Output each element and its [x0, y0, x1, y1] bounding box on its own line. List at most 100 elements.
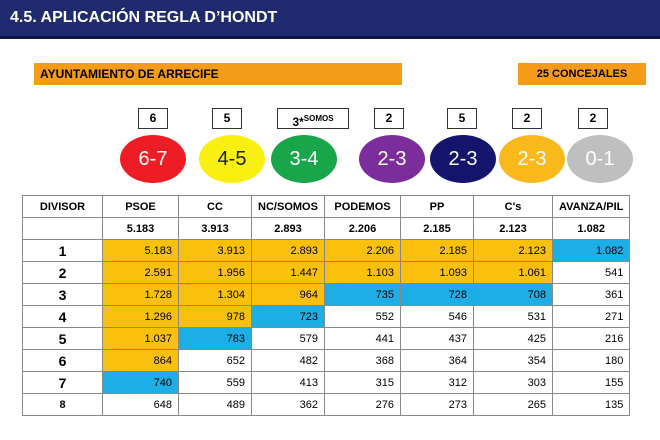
seats-avanza-value: 2	[589, 111, 597, 125]
range-circle-podemos: 2-3	[359, 135, 425, 183]
quotient-cell: 312	[400, 371, 474, 394]
total-cell: 2.185	[400, 217, 474, 240]
table-header-row: DIVISOR PSOE CC NC/SOMOS PODEMOS PP C's …	[22, 195, 631, 218]
seats-cc: 5	[212, 108, 242, 129]
quotient-cell: 1.103	[324, 261, 401, 284]
divisor-cell: 3	[22, 283, 103, 306]
quotient-cell: 2.185	[400, 239, 474, 262]
range-circle-psoe: 6-7	[120, 135, 186, 183]
table-row: 4 1.296 978 723 552 546 531 271	[22, 305, 631, 328]
seats-avanza: 2	[578, 108, 608, 129]
quotient-cell: 1.037	[102, 327, 179, 350]
quotient-cell: 531	[473, 305, 553, 328]
quotient-cell: 216	[551, 327, 631, 350]
divisor-cell: 6	[22, 349, 103, 372]
quotient-cell: 2.206	[324, 239, 401, 262]
header-pp: PP	[400, 195, 474, 218]
table-row: 5 1.037 783 579 441 437 425 216	[22, 327, 631, 350]
total-cell: 2.206	[324, 217, 401, 240]
quotient-cell: 735	[324, 283, 401, 306]
range-circle-pp: 2-3	[430, 135, 496, 183]
quotient-cell: 864	[102, 349, 179, 372]
total-cell: 2.893	[251, 217, 325, 240]
quotient-cell: 425	[473, 327, 553, 350]
quotient-cell: 1.061	[473, 261, 553, 284]
quotient-cell: 5.183	[102, 239, 179, 262]
totals-label-cell	[22, 217, 103, 240]
quotient-cell: 271	[551, 305, 631, 328]
quotient-cell: 723	[251, 305, 325, 328]
table-row: 2 2.591 1.956 1.447 1.103 1.093 1.061 54…	[22, 261, 631, 284]
quotient-cell: 740	[102, 371, 179, 394]
seats-nc-value: 3*	[292, 115, 304, 129]
municipality-banner: AYUNTAMIENTO DE ARRECIFE	[34, 63, 402, 85]
table-row: 7 740 559 413 315 312 303 155	[22, 371, 631, 394]
header-avanza: AVANZA/PIL	[551, 195, 631, 218]
quotient-cell: 708	[473, 283, 553, 306]
seats-cc-value: 5	[223, 111, 231, 125]
title-bar: 4.5. APLICACIÓN REGLA D’HONDT	[0, 0, 660, 39]
quotient-cell: 1.093	[400, 261, 474, 284]
quotient-cell: 579	[251, 327, 325, 350]
table-row: 8 648 489 362 276 273 265 135	[22, 393, 631, 416]
totals-row: 5.183 3.913 2.893 2.206 2.185 2.123 1.08…	[22, 217, 631, 240]
total-cell: 1.082	[551, 217, 631, 240]
seats-podemos-value: 2	[385, 111, 393, 125]
quotient-cell: 552	[324, 305, 401, 328]
quotient-cell: 489	[178, 393, 252, 416]
header-psoe: PSOE	[102, 195, 179, 218]
quotient-cell: 368	[324, 349, 401, 372]
divisor-cell: 1	[22, 239, 103, 262]
table-row: 6 864 652 482 368 364 354 180	[22, 349, 631, 372]
quotient-cell: 559	[178, 371, 252, 394]
quotient-cell: 276	[324, 393, 401, 416]
quotient-cell: 437	[400, 327, 474, 350]
quotient-cell: 413	[251, 371, 325, 394]
quotient-cell: 1.728	[102, 283, 179, 306]
quotient-cell: 361	[551, 283, 631, 306]
seats-cs-value: 2	[523, 111, 531, 125]
quotient-cell: 441	[324, 327, 401, 350]
total-cell: 2.123	[473, 217, 553, 240]
total-cell: 5.183	[102, 217, 179, 240]
seats-pp-value: 5	[458, 111, 466, 125]
range-circle-avanza: 0-1	[567, 135, 633, 183]
councillors-badge: 25 CONCEJALES	[518, 63, 646, 85]
quotient-cell: 978	[178, 305, 252, 328]
quotient-cell: 273	[400, 393, 474, 416]
dhondt-table: DIVISOR PSOE CC NC/SOMOS PODEMOS PP C's …	[22, 195, 631, 416]
range-circle-cc: 4-5	[199, 135, 265, 183]
quotient-cell: 546	[400, 305, 474, 328]
quotient-cell: 541	[551, 261, 631, 284]
quotient-cell: 1.304	[178, 283, 252, 306]
quotient-cell: 728	[400, 283, 474, 306]
seats-psoe: 6	[138, 108, 168, 129]
seats-psoe-value: 6	[149, 111, 157, 125]
seats-nc: 3*SOMOS	[277, 108, 349, 129]
quotient-cell: 1.082	[551, 239, 631, 262]
divisor-cell: 4	[22, 305, 103, 328]
range-circle-cs: 2-3	[499, 135, 565, 183]
municipality-label: AYUNTAMIENTO DE ARRECIFE	[40, 67, 219, 81]
header-divisor: DIVISOR	[22, 195, 103, 218]
quotient-cell: 135	[551, 393, 631, 416]
quotient-cell: 2.893	[251, 239, 325, 262]
quotient-cell: 964	[251, 283, 325, 306]
divisor-cell: 7	[22, 371, 103, 394]
quotient-cell: 3.913	[178, 239, 252, 262]
seats-cs: 2	[512, 108, 542, 129]
quotient-cell: 1.296	[102, 305, 179, 328]
quotient-cell: 648	[102, 393, 179, 416]
header-cc: CC	[178, 195, 252, 218]
quotient-cell: 2.591	[102, 261, 179, 284]
quotient-cell: 180	[551, 349, 631, 372]
total-cell: 3.913	[178, 217, 252, 240]
quotient-cell: 783	[178, 327, 252, 350]
quotient-cell: 364	[400, 349, 474, 372]
table-row: 3 1.728 1.304 964 735 728 708 361	[22, 283, 631, 306]
seats-pp: 5	[447, 108, 477, 129]
table-row: 1 5.183 3.913 2.893 2.206 2.185 2.123 1.…	[22, 239, 631, 262]
quotient-cell: 1.956	[178, 261, 252, 284]
quotient-cell: 354	[473, 349, 553, 372]
quotient-cell: 265	[473, 393, 553, 416]
